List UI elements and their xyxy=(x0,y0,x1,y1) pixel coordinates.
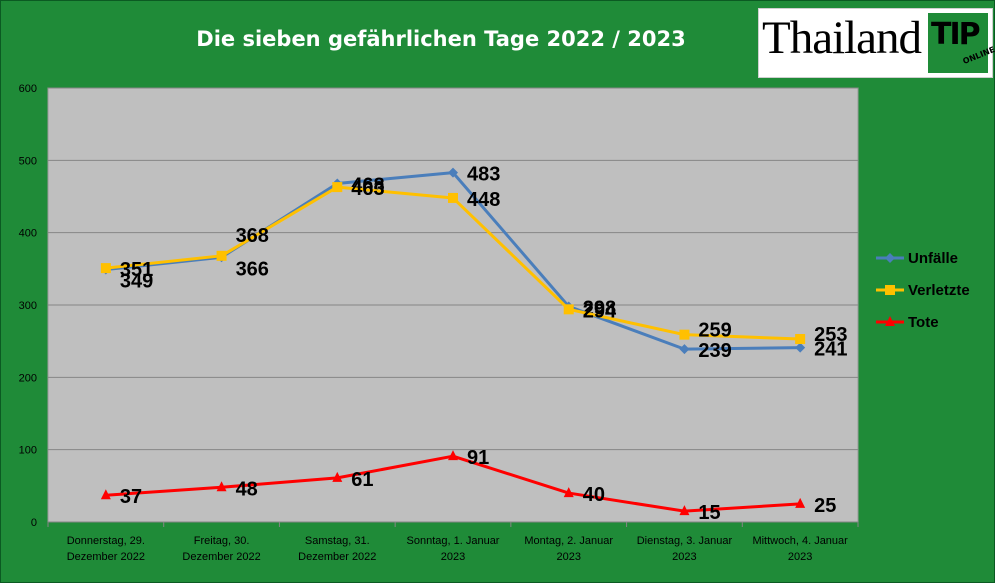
legend-label: Unfälle xyxy=(908,250,958,267)
logo-badge: TIP ONLINE xyxy=(928,13,995,73)
data-point xyxy=(679,505,690,516)
data-point xyxy=(563,304,574,315)
x-tick-label-line: Dezember 2022 xyxy=(298,551,376,563)
x-tick-label: Mittwoch, 4. Januar 2023 xyxy=(752,535,848,563)
data-point xyxy=(100,489,111,500)
data-label: 259 xyxy=(698,320,731,342)
data-point xyxy=(332,182,343,193)
data-point xyxy=(216,250,227,261)
x-tick-label: Sonntag, 1. Januar 2023 xyxy=(407,535,500,563)
y-tick-label: 300 xyxy=(19,300,37,312)
data-point xyxy=(448,167,458,178)
y-tick-label: 200 xyxy=(19,372,37,384)
x-tick-label-line: Samstag, 31. xyxy=(305,535,370,547)
y-tick-label: 0 xyxy=(31,517,37,529)
data-point xyxy=(448,450,458,461)
data-point xyxy=(216,481,227,492)
data-label: 483 xyxy=(467,164,500,186)
x-tick-label-line: 2023 xyxy=(556,551,580,563)
legend-marker xyxy=(885,316,895,326)
y-tick-label: 600 xyxy=(19,83,37,95)
data-point xyxy=(448,192,458,203)
legend-label: Tote xyxy=(908,314,939,331)
legend-marker xyxy=(885,253,895,263)
x-tick-label-line: Dezember 2022 xyxy=(67,551,145,563)
data-label: 61 xyxy=(351,469,373,491)
data-point xyxy=(795,342,806,353)
data-point xyxy=(563,487,574,498)
logo-word: Thailand xyxy=(762,12,922,64)
x-tick-label: Montag, 2. Januar 2023 xyxy=(524,535,613,563)
x-tick-label-line: Dienstag, 3. Januar xyxy=(637,535,733,547)
x-tick-label-line: Montag, 2. Januar xyxy=(524,535,613,547)
data-label: 91 xyxy=(467,447,489,469)
data-point xyxy=(679,329,690,340)
legend-marker xyxy=(885,285,895,295)
x-tick-label-line: Mittwoch, 4. Januar xyxy=(752,535,848,547)
x-tick-label: Samstag, 31. Dezember 2022 xyxy=(298,535,376,563)
legend-label: Verletzte xyxy=(908,282,970,299)
data-point xyxy=(795,333,806,344)
data-label: 15 xyxy=(698,502,720,524)
x-tick-label-line: Donnerstag, 29. xyxy=(67,535,145,547)
data-point xyxy=(679,344,690,355)
x-tick-label-line: 2023 xyxy=(672,551,696,563)
data-label: 448 xyxy=(467,189,500,211)
y-tick-label: 100 xyxy=(19,445,37,457)
data-label: 366 xyxy=(236,258,269,280)
data-label: 37 xyxy=(120,486,142,508)
x-tick-label: Donnerstag, 29. Dezember 2022 xyxy=(67,535,145,563)
x-tick-label-line: 2023 xyxy=(788,551,812,563)
data-label: 368 xyxy=(236,225,269,247)
x-tick-label-line: 2023 xyxy=(441,551,465,563)
data-label: 239 xyxy=(698,340,731,362)
y-tick-label: 500 xyxy=(19,155,37,167)
chart-title: Die sieben gefährlichen Tage 2022 / 2023 xyxy=(196,27,686,51)
data-point xyxy=(795,497,806,508)
x-tick-label: Freitag, 30. Dezember 2022 xyxy=(182,535,260,563)
data-point xyxy=(332,471,343,482)
data-label: 463 xyxy=(351,178,384,200)
data-label: 349 xyxy=(120,271,153,293)
x-tick-label-line: Freitag, 30. xyxy=(194,535,250,547)
data-label: 48 xyxy=(236,478,258,500)
data-point xyxy=(100,263,111,274)
data-label: 351 xyxy=(120,259,153,281)
data-label: 25 xyxy=(814,495,836,517)
y-tick-label: 400 xyxy=(19,228,37,240)
x-tick-label-line: Sonntag, 1. Januar xyxy=(407,535,500,547)
data-label: 40 xyxy=(583,484,605,506)
logo-badge-text: TIP xyxy=(931,17,981,52)
data-label: 253 xyxy=(814,324,847,346)
data-label: 241 xyxy=(814,339,847,361)
data-label: 294 xyxy=(583,300,617,322)
x-tick-label-line: Dezember 2022 xyxy=(182,551,260,563)
x-tick-label: Dienstag, 3. Januar 2023 xyxy=(637,535,733,563)
thailand-tip-logo: Thailand TIP ONLINE xyxy=(758,8,995,78)
